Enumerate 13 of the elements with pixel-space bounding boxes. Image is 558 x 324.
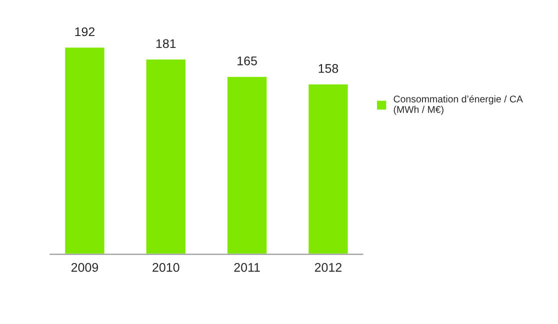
x-tick-label: 2010 [152,263,180,272]
bar [226,75,268,254]
x-tick-label: 2011 [234,263,260,272]
legend-label: Consommation d’énergie / CA (MWh / M€) [394,95,523,115]
data-label: 165 [238,56,257,66]
bar [144,58,187,254]
data-label: 181 [156,39,176,48]
data-label: 192 [75,27,95,36]
data-label: 158 [318,64,338,73]
x-tick-label: 2009 [71,263,98,272]
bar [64,46,106,254]
bar [307,83,350,254]
x-tick-label: 2012 [314,263,342,272]
